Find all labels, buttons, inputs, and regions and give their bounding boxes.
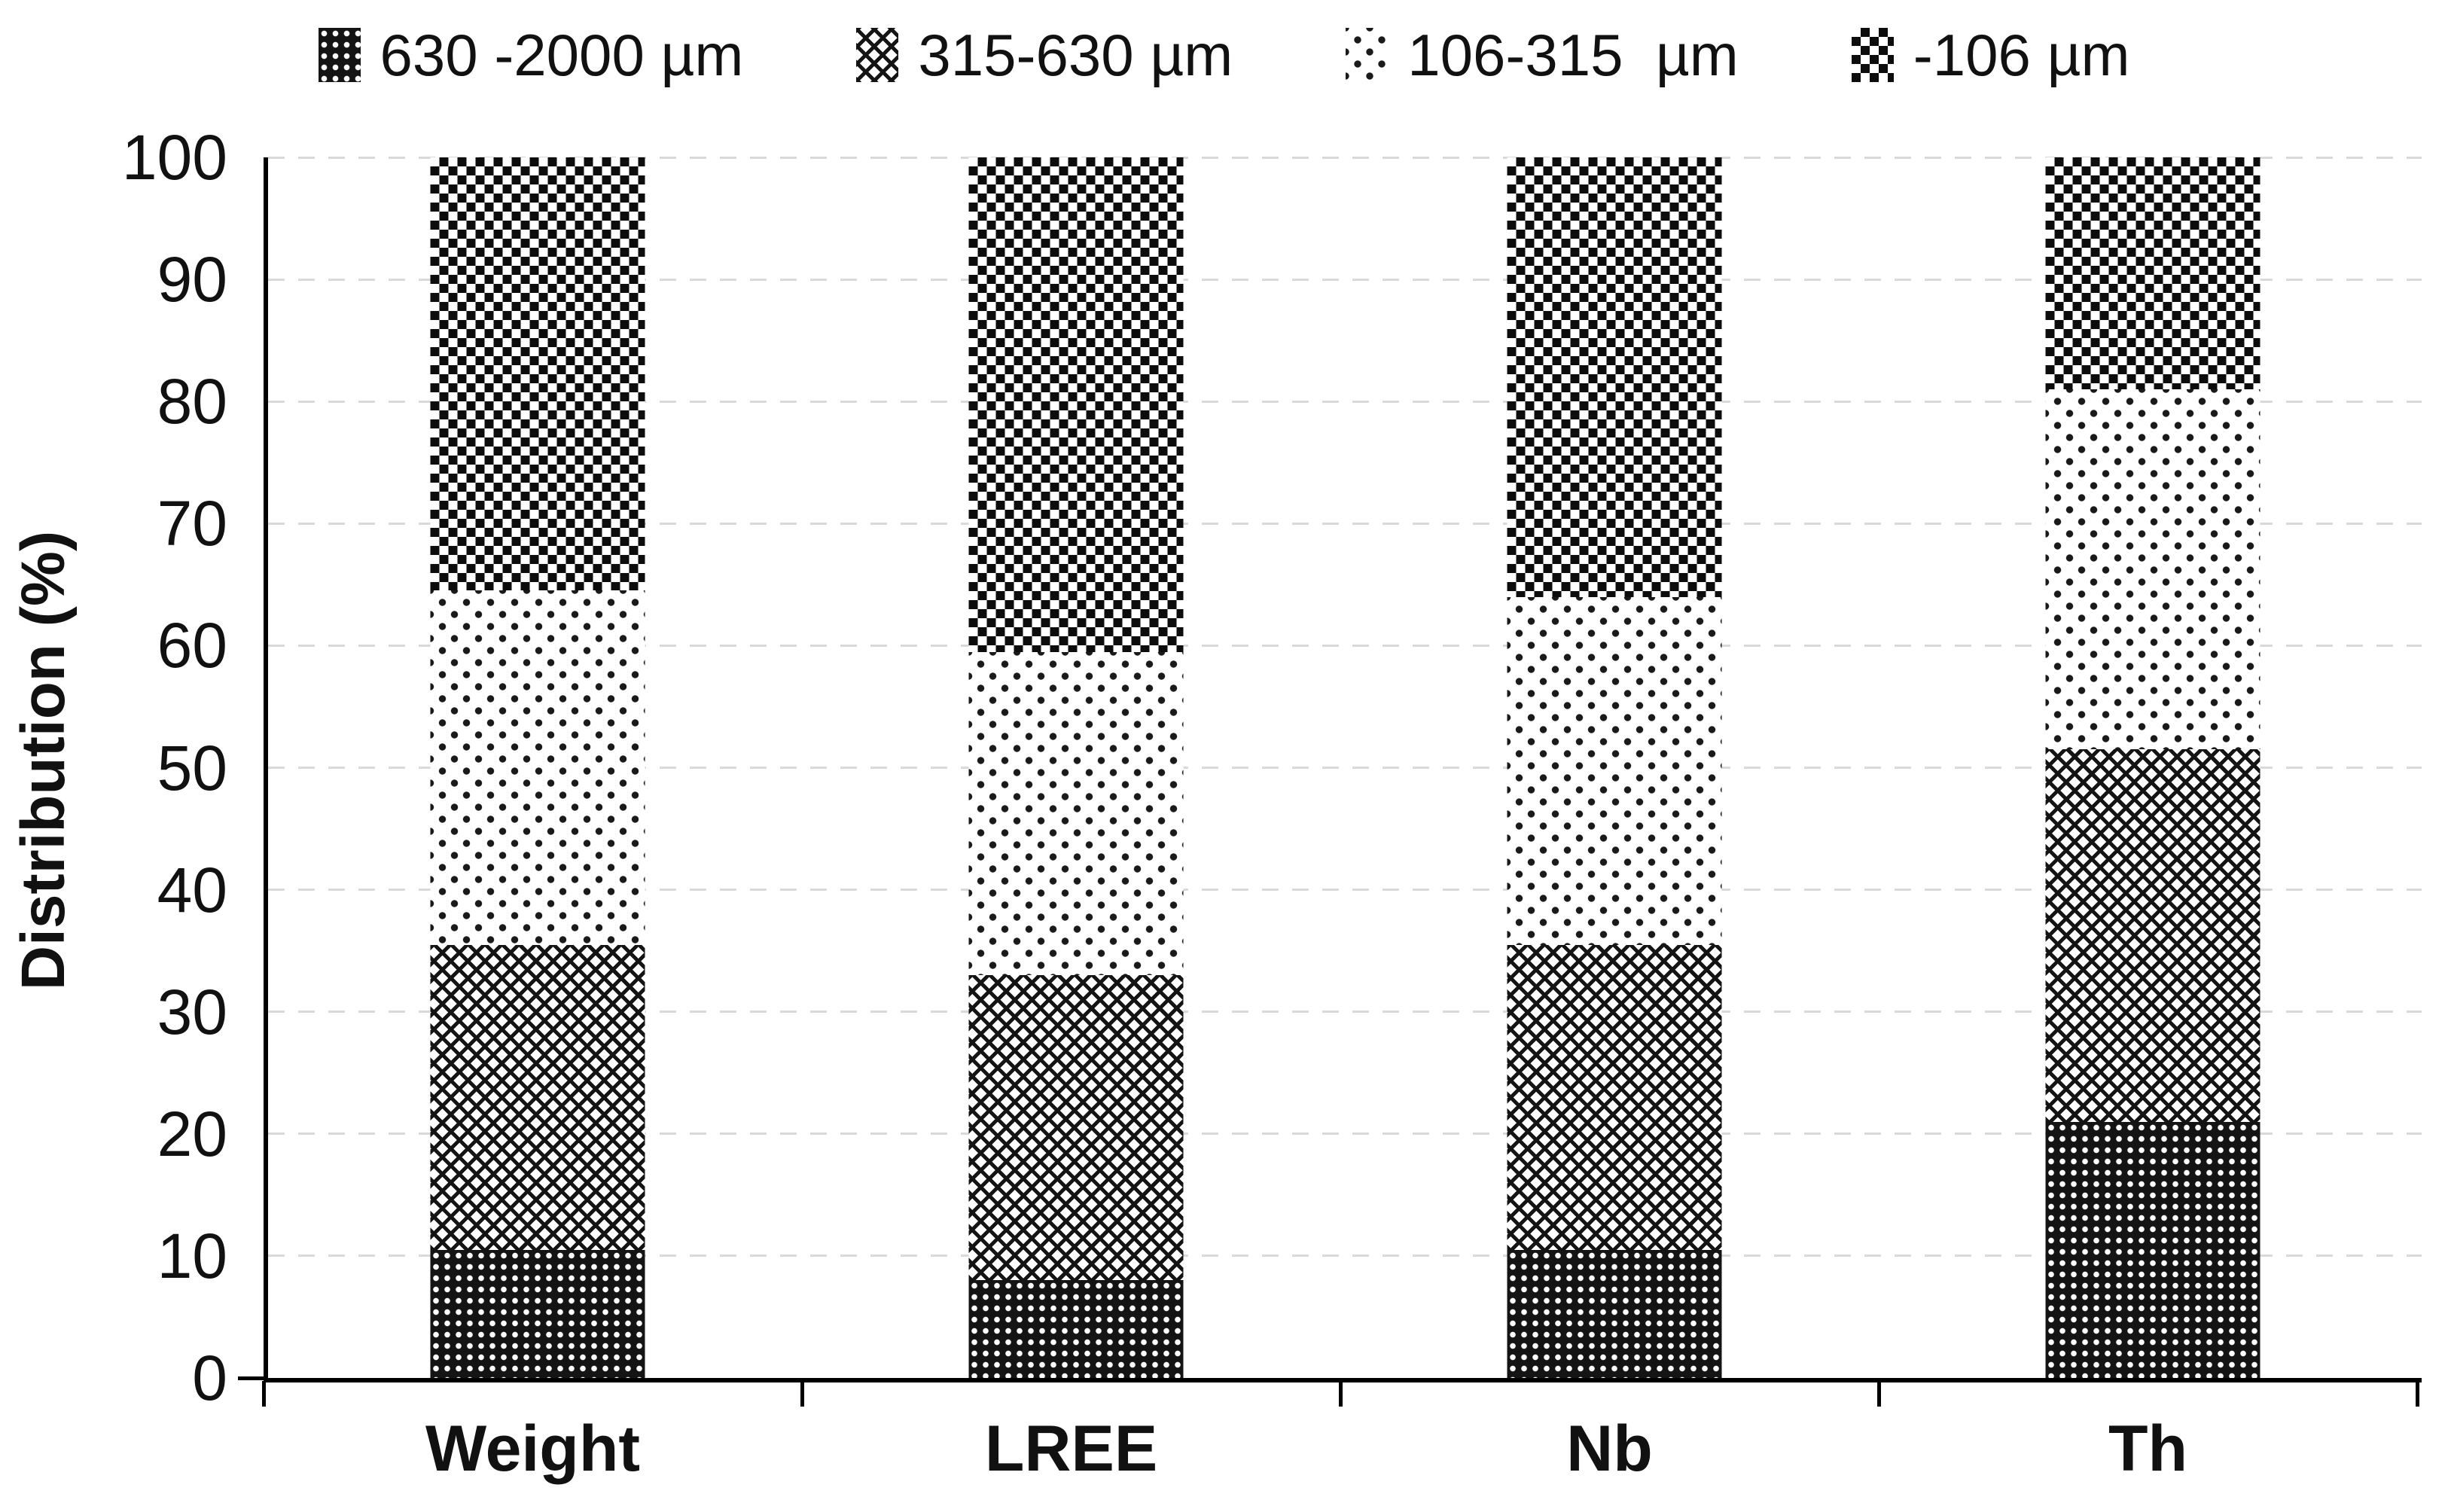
bar-weight <box>430 157 645 1378</box>
bar-segment-nb-315-630-m <box>1507 944 1721 1250</box>
y-tick-label-40: 40 <box>157 854 227 925</box>
gridline-80 <box>268 400 2422 403</box>
y-tick-label-10: 10 <box>157 1220 227 1291</box>
category-cell-weight <box>268 157 806 1378</box>
bars-layer <box>268 157 2422 1378</box>
x-axis-tick <box>262 1381 266 1407</box>
legend-swatch-checker-icon <box>1851 28 1894 82</box>
legend-item-315-630-m: 315-630 µm <box>856 14 1233 96</box>
legend-label: 630 -2000 µm <box>380 22 744 88</box>
legend-label: 315-630 µm <box>918 22 1233 88</box>
bar-lree <box>968 157 1183 1378</box>
x-axis-tick <box>1339 1381 1343 1407</box>
gridline-40 <box>268 889 2422 892</box>
y-tick-label-30: 30 <box>157 976 227 1047</box>
bar-segment-weight-315-630-m <box>430 944 645 1250</box>
gridline-10 <box>268 1254 2422 1257</box>
x-axis-tick <box>2416 1381 2419 1407</box>
legend-item-106-m: -106 µm <box>1851 14 2130 96</box>
bar-segment-nb-630-2000-m <box>1507 1249 1721 1378</box>
legend-label: 106-315 µm <box>1407 22 1739 88</box>
bar-segment-lree-630-2000-m <box>968 1280 1183 1378</box>
bar-segment-th-315-630-m <box>2045 749 2260 1122</box>
bar-segment-th-106-m <box>2045 157 2260 389</box>
legend-item-106-315-m: 106-315 µm <box>1346 14 1739 96</box>
legend-swatch-dark-dot-grid-icon <box>318 28 361 82</box>
y-axis-zero-tick <box>238 1376 264 1380</box>
y-tick-label-100: 100 <box>121 122 227 193</box>
x-axis-tick <box>800 1381 804 1407</box>
legend-label: -106 µm <box>1913 22 2130 88</box>
gridline-50 <box>268 767 2422 769</box>
gridline-90 <box>268 278 2422 281</box>
legend-swatch-zigzag-icon <box>856 28 899 82</box>
gridline-100 <box>268 156 2422 159</box>
y-tick-label-50: 50 <box>157 732 227 803</box>
y-tick-label-90: 90 <box>157 244 227 316</box>
y-tick-label-20: 20 <box>157 1098 227 1169</box>
gridline-60 <box>268 644 2422 647</box>
category-cell-nb <box>1345 157 1883 1378</box>
y-tick-label-0: 0 <box>192 1343 227 1413</box>
plot-area <box>264 156 2422 1382</box>
chart-legend: 630 -2000 µm 315-630 µm 106-315 µm -106 µm <box>0 14 2448 96</box>
category-cell-th <box>1883 157 2422 1378</box>
gridline-20 <box>268 1132 2422 1136</box>
bar-segment-lree-315-630-m <box>968 975 1183 1281</box>
y-tick-label-70: 70 <box>157 488 227 559</box>
x-category-label-weight: Weight <box>425 1413 641 1485</box>
bar-segment-nb-106-315-m <box>1507 596 1721 945</box>
bar-segment-th-106-315-m <box>2045 389 2260 750</box>
x-category-label-nb: Nb <box>1566 1413 1653 1485</box>
legend-swatch-light-dots-icon <box>1346 28 1389 82</box>
bar-segment-lree-106-315-m <box>968 651 1183 976</box>
bar-nb <box>1507 157 1721 1378</box>
gridline-70 <box>268 522 2422 525</box>
x-axis-tick <box>1877 1381 1881 1407</box>
gridline-30 <box>268 1011 2422 1014</box>
bar-segment-weight-106-315-m <box>430 590 645 945</box>
bar-segment-lree-106-m <box>968 157 1183 652</box>
y-tick-label-60: 60 <box>157 610 227 681</box>
bar-th <box>2045 157 2260 1378</box>
bar-segment-weight-106-m <box>430 157 645 591</box>
bar-segment-th-630-2000-m <box>2045 1121 2260 1378</box>
x-category-label-th: Th <box>2108 1413 2188 1485</box>
legend-item-630-2000-m: 630 -2000 µm <box>318 14 744 96</box>
category-cell-lree <box>806 157 1345 1378</box>
x-category-label-lree: LREE <box>984 1413 1158 1485</box>
bar-segment-nb-106-m <box>1507 157 1721 597</box>
y-tick-label-80: 80 <box>157 366 227 437</box>
bar-segment-weight-630-2000-m <box>430 1249 645 1378</box>
